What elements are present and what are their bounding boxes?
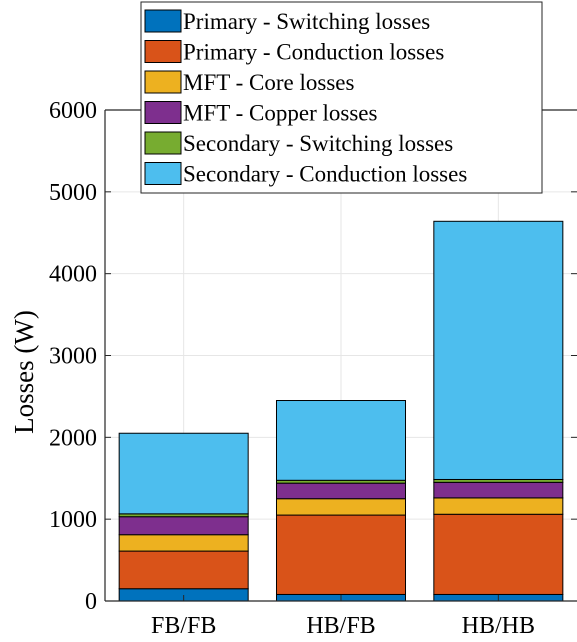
bar-segment bbox=[118, 550, 249, 590]
legend: Primary - Switching losses Primary - Cond… bbox=[140, 1, 543, 194]
y-axis-label: Losses (W) bbox=[9, 310, 39, 434]
legend-label: MFT - Copper losses bbox=[183, 101, 377, 126]
bar-segment bbox=[275, 514, 407, 595]
bar-segment bbox=[275, 400, 407, 481]
bar-segment bbox=[433, 513, 564, 595]
legend-swatch bbox=[144, 40, 182, 63]
y-tick-label: 4000 bbox=[49, 262, 97, 288]
y-tick-label: 2000 bbox=[49, 425, 97, 451]
y-tick-label: 1000 bbox=[49, 507, 97, 533]
legend-swatch bbox=[144, 9, 182, 33]
bar-segment bbox=[118, 432, 249, 515]
bar-segment bbox=[433, 481, 564, 499]
legend-label: Secondary - Conduction losses bbox=[183, 162, 467, 187]
bar-segment bbox=[118, 516, 249, 536]
bar-segment bbox=[275, 482, 407, 500]
legend-swatch bbox=[144, 70, 182, 94]
y-tick-label: 3000 bbox=[49, 344, 97, 370]
legend-box bbox=[140, 1, 543, 194]
legend-label: MFT - Core losses bbox=[183, 70, 354, 95]
legend-label: Primary - Switching losses bbox=[183, 9, 430, 34]
x-tick-label: HB/HB bbox=[462, 613, 535, 639]
y-tick-label: 6000 bbox=[49, 98, 97, 124]
y-tick-label: 5000 bbox=[49, 180, 97, 206]
bar-segment bbox=[433, 220, 564, 480]
x-tick-label: FB/FB bbox=[151, 613, 216, 639]
legend-label: Secondary - Switching losses bbox=[183, 131, 453, 156]
x-tick-label: HB/FB bbox=[306, 613, 375, 639]
y-tick-label: 0 bbox=[85, 589, 97, 615]
legend-swatch bbox=[144, 131, 182, 155]
bar-segment bbox=[275, 498, 407, 516]
legend-swatch bbox=[144, 162, 182, 185]
bar-segment bbox=[433, 497, 564, 515]
bars bbox=[118, 220, 564, 602]
legend-swatch bbox=[144, 101, 182, 124]
bar-segment bbox=[118, 534, 249, 552]
legend-label: Primary - Conduction losses bbox=[183, 40, 444, 65]
